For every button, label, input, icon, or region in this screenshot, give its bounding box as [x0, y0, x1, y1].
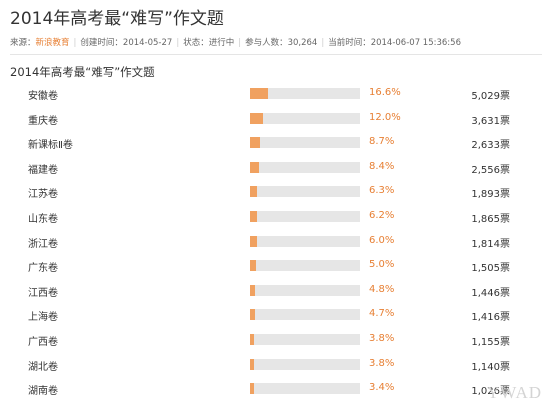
vote-percent: 12.0%: [369, 111, 401, 123]
vote-count: 1,026票: [471, 386, 510, 398]
vote-count: 1,893票: [471, 189, 510, 201]
vote-count: 1,446票: [471, 287, 510, 299]
vote-bar-fill: [250, 309, 255, 321]
vote-bar-fill: [250, 137, 260, 149]
vote-bar-track: [250, 358, 360, 370]
option-name: 江苏卷: [28, 189, 58, 201]
poll-option-row: 湖南卷 3.4% 1,026票: [0, 377, 550, 401]
vote-bar-fill: [250, 112, 263, 124]
vote-bar-track: [250, 334, 360, 345]
option-name: 福建卷: [28, 164, 58, 176]
vote-percent: 8.7%: [369, 136, 395, 148]
vote-percent: 3.8%: [369, 333, 395, 344]
vote-bar-fill: [250, 260, 256, 272]
poll-status: 状态：进行中: [183, 38, 235, 48]
vote-percent: 6.3%: [369, 185, 395, 197]
option-name: 江西卷: [28, 287, 58, 299]
vote-bar-fill: [250, 161, 259, 173]
option-name: 广东卷: [28, 263, 58, 275]
option-name: 湖南卷: [28, 386, 58, 398]
vote-bar-fill: [250, 358, 254, 370]
divider: |: [238, 38, 242, 48]
header-divider: [10, 54, 542, 55]
vote-bar-track: [250, 186, 360, 198]
vote-percent: 5.0%: [369, 259, 395, 271]
vote-bar-fill: [250, 334, 254, 345]
vote-bar-track: [250, 137, 360, 149]
vote-count: 1,155票: [471, 337, 510, 348]
poll-option-row: 广东卷 5.0% 1,505票: [0, 254, 550, 278]
current-time: 当前时间：2014-06-07 15:36:56: [328, 38, 461, 48]
poll-option-row: 重庆卷 12.0% 3,631票: [0, 107, 550, 131]
vote-bar-fill: [250, 88, 268, 99]
vote-bar-track: [250, 161, 360, 173]
created-date: 创建时间：2014-05-27: [80, 38, 173, 48]
option-name: 浙江卷: [28, 238, 58, 250]
option-name: 广西卷: [28, 337, 58, 348]
participant-count: 参与人数：30,264: [245, 38, 318, 48]
vote-bar-track: [250, 211, 360, 222]
divider: |: [73, 38, 77, 48]
vote-bar-fill: [250, 186, 257, 198]
vote-bar-track: [250, 383, 360, 395]
source-label: 来源：: [10, 38, 36, 48]
poll-option-row: 江西卷 4.8% 1,446票: [0, 279, 550, 303]
option-name: 安徽卷: [28, 91, 58, 102]
vote-count: 1,865票: [471, 214, 510, 225]
divider: |: [176, 38, 180, 48]
vote-bar-fill: [250, 235, 257, 247]
vote-count: 1,505票: [471, 263, 510, 275]
vote-count: 2,556票: [471, 164, 510, 176]
vote-count: 5,029票: [471, 91, 510, 102]
option-name: 重庆卷: [28, 115, 58, 127]
vote-percent: 8.4%: [369, 160, 395, 172]
watermark-logo: YWAD: [487, 383, 542, 402]
poll-meta-bar: 来源：新浪教育 | 创建时间：2014-05-27 | 状态：进行中 | 参与人数：30,2…: [10, 36, 542, 48]
vote-bar-fill: [250, 211, 257, 222]
poll-option-row: 江苏卷 6.3% 1,893票: [0, 180, 550, 204]
vote-percent: 3.8%: [369, 357, 395, 369]
option-name: 湖北卷: [28, 361, 58, 373]
vote-count: 1,814票: [471, 238, 510, 250]
poll-question: 2014年高考最“难写”作文题: [10, 65, 155, 79]
vote-bar-track: [250, 309, 360, 321]
vote-bar-track: [250, 112, 360, 124]
poll-option-row: 福建卷 8.4% 2,556票: [0, 156, 550, 180]
vote-count: 1,140票: [471, 361, 510, 373]
vote-count: 2,633票: [471, 140, 510, 152]
vote-count: 3,631票: [471, 115, 510, 127]
divider: |: [321, 38, 325, 48]
vote-percent: 6.2%: [369, 210, 395, 221]
poll-option-row: 新课标Ⅱ卷 8.7% 2,633票: [0, 131, 550, 155]
vote-bar-track: [250, 88, 360, 99]
vote-percent: 4.8%: [369, 283, 395, 295]
source-link[interactable]: 新浪教育: [35, 38, 70, 48]
poll-option-row: 山东卷 6.2% 1,865票: [0, 205, 550, 229]
option-name: 新课标Ⅱ卷: [28, 140, 73, 152]
poll-option-row: 上海卷 4.7% 1,416票: [0, 303, 550, 327]
vote-bar-track: [250, 235, 360, 247]
vote-percent: 6.0%: [369, 234, 395, 246]
poll-option-row: 广西卷 3.8% 1,155票: [0, 328, 550, 352]
vote-bar-fill: [250, 383, 254, 395]
vote-bar-track: [250, 284, 360, 296]
poll-option-row: 安徽卷 16.6% 5,029票: [0, 82, 550, 106]
vote-count: 1,416票: [471, 312, 510, 324]
poll-option-row: 湖北卷 3.8% 1,140票: [0, 353, 550, 377]
vote-percent: 4.7%: [369, 308, 395, 320]
page-title: 2014年高考最“难写”作文题: [10, 9, 224, 29]
option-name: 上海卷: [28, 312, 58, 324]
vote-bar-track: [250, 260, 360, 272]
option-name: 山东卷: [28, 214, 58, 225]
vote-bar-fill: [250, 284, 255, 296]
vote-percent: 16.6%: [369, 87, 401, 98]
poll-option-row: 浙江卷 6.0% 1,814票: [0, 230, 550, 254]
vote-percent: 3.4%: [369, 382, 395, 394]
